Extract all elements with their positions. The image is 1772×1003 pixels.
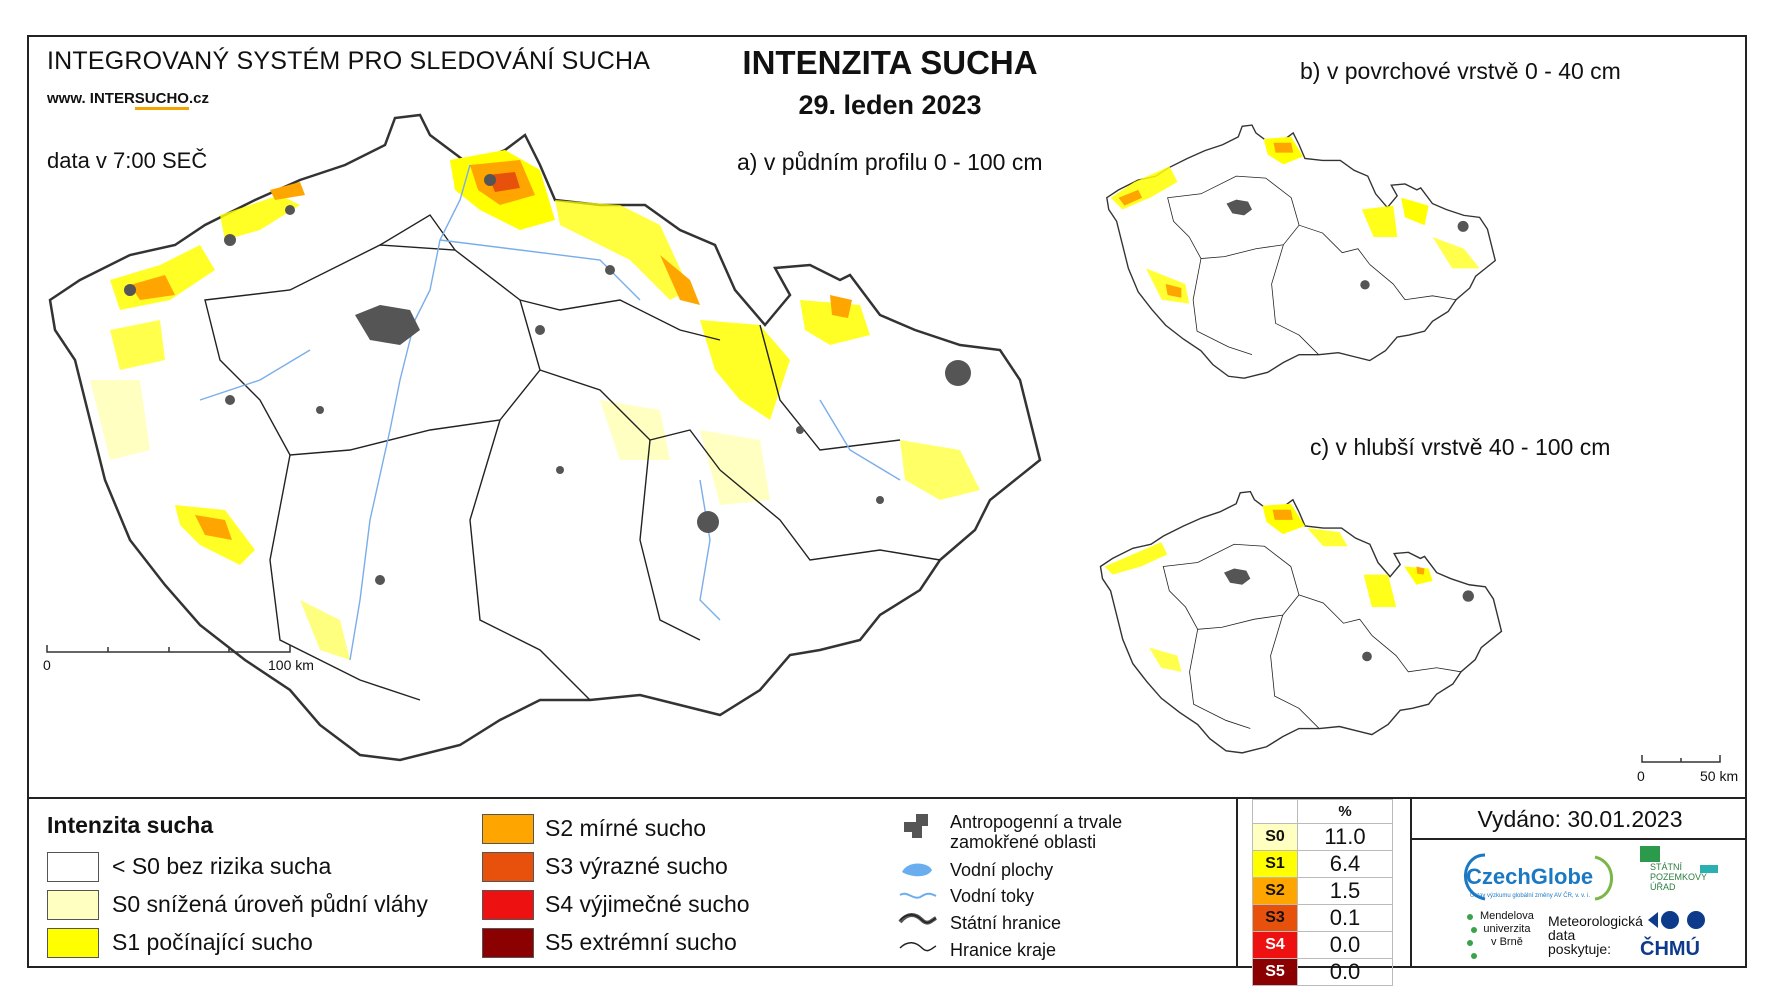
legend-swatch-s4 [482,890,534,920]
legend-title: Intenzita sucha [47,812,214,838]
percent-row: S1 6.4 [1252,850,1393,878]
legend-divider-3 [1410,838,1747,840]
legend-panel [27,797,1747,968]
percent-key: S3 [1252,904,1298,932]
percent-value: 0.0 [1297,958,1393,986]
legend-label-s1: S1 počínající sucho [112,929,313,955]
percent-value: 1.5 [1297,877,1393,905]
mendel-logo-icon [1467,914,1477,959]
data-time: data v 7:00 SEČ [47,148,208,173]
percent-row: S0 11.0 [1252,823,1393,851]
percent-key: S4 [1252,931,1298,959]
legend-river: Vodní toky [950,886,1035,906]
legend-divider-1 [1236,797,1238,968]
percent-key: S5 [1252,958,1298,986]
percent-value: 6.4 [1297,850,1393,878]
legend-label-below-s0: < S0 bez rizika sucha [112,853,332,879]
legend-label-s0: S0 snížená úroveň půdní vláhy [112,891,428,917]
chmu-logo-icon [1648,911,1705,929]
urban-areas-a [124,174,971,585]
czechglobe-logo-text: CzechGlobe [1466,864,1594,889]
legend-symbols [898,814,938,952]
chmu-logo-text: ČHMÚ [1640,938,1700,960]
percent-key: S0 [1252,823,1298,851]
rivers-a [199,164,901,661]
legend-region-border: Hranice kraje [950,940,1057,960]
map-b-caption: b) v povrchové vrstvě 0 - 40 cm [1300,58,1621,84]
scale-bar-c [1641,755,1721,763]
page-title: INTENZITA SUCHA [742,44,1038,81]
website-link[interactable]: www. INTERSUCHO.cz [47,90,209,110]
legend-swatch-s1 [47,928,99,958]
legend-label-s4: S4 výjimečné sucho [545,891,750,917]
map-b [1106,124,1496,379]
legend-label-s3: S3 výrazné sucho [545,853,728,879]
percent-row: S3 0.1 [1252,904,1393,932]
scale-c-zero: 0 [1637,768,1645,784]
percent-row: S2 1.5 [1252,877,1393,905]
percent-row: S5 0.0 [1252,958,1393,986]
percent-table: % S0 11.0 S1 6.4 S2 1.5 S3 0.1 S4 0.0 S5 0.0 [1252,799,1393,986]
spu-logo-text: STÁTNÍ POZEMKOVÝ ÚŘAD [1650,862,1708,892]
drought-patches-a [90,150,980,660]
percent-header: % [1297,799,1393,824]
legend-swatch-s2 [482,814,534,844]
legend-swatch-below-s0 [47,852,99,882]
river-icon [899,892,937,899]
legend-water-body: Vodní plochy [950,860,1054,880]
issued-date: Vydáno: 30.01.2023 [1477,806,1683,832]
scale-bar-a [46,645,291,653]
legend-swatch-s0 [47,890,99,920]
water-body-icon [902,863,932,877]
meteo-provider-text: Meteorologická data poskytuje: [1548,913,1643,957]
spu-logo-icon [1640,846,1660,862]
legend-state-border: Státní hranice [950,913,1062,933]
percent-key: S1 [1252,850,1298,878]
urban-area-icon [904,814,928,838]
map-c-caption: c) v hlubší vrstvě 40 - 100 cm [1310,434,1611,460]
percent-key: S2 [1252,877,1298,905]
scale-c-label: 50 km [1700,768,1739,784]
spu-accent-icon [1700,865,1718,873]
percent-value: 0.1 [1297,904,1393,932]
map-c [1099,490,1503,754]
map-a-caption: a) v půdním profilu 0 - 100 cm [737,149,1043,175]
czechglobe-subtitle: Ústav výzkumu globální změny AV ČR, v. v… [1470,893,1591,899]
mendel-logo-text: Mendelova univerzita v Brně [1480,910,1534,948]
system-name: INTEGROVANÝ SYSTÉM PRO SLEDOVÁNÍ SUCHA [47,47,651,75]
czechglobe-logo-icon [1464,853,1613,901]
legend-urban-line1: Antropogenní a trvale [950,812,1123,832]
percent-header-row: % [1252,799,1393,824]
percent-value: 11.0 [1297,823,1393,851]
legend-divider-2 [1410,797,1412,968]
legend-label-s2: S2 mírné sucho [545,815,707,841]
legend-swatch-s5 [482,928,534,958]
percent-value: 0.0 [1297,931,1393,959]
region-borders-a [204,214,941,701]
scale-a-label: 100 km [268,657,314,673]
map-a [46,113,1042,762]
scale-a-zero: 0 [43,657,51,673]
region-border-icon [899,942,937,952]
legend-label-s5: S5 extrémní sucho [545,929,737,955]
percent-row: S4 0.0 [1252,931,1393,959]
map-date: 29. leden 2023 [798,90,982,120]
legend-swatch-s3 [482,852,534,882]
legend-urban-line2: zamokřené oblasti [950,832,1097,852]
